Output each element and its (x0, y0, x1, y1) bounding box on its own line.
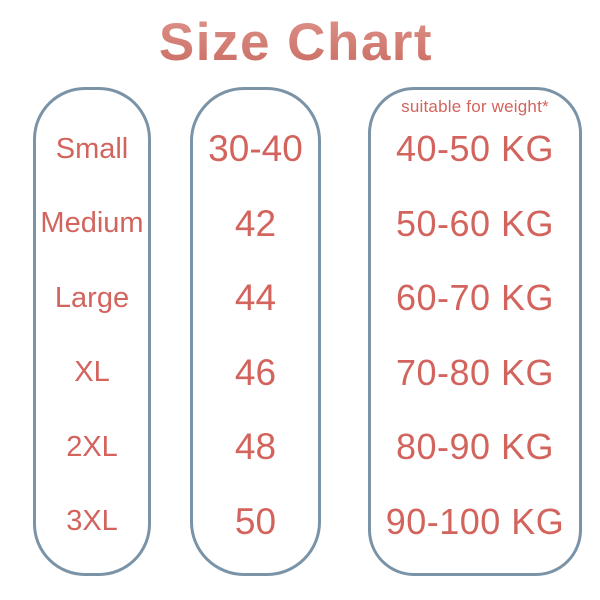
size-cell: 50-60 KG (395, 202, 555, 244)
size-cell: Large (54, 281, 130, 314)
size-cell: 3XL (66, 505, 118, 538)
size-cell: 48 (234, 426, 277, 468)
size-cell: 2XL (66, 430, 118, 463)
size-cell: 50 (234, 500, 277, 542)
size-cell: 90-100 KG (385, 500, 565, 542)
size-cell: 80-90 KG (395, 426, 555, 468)
page-title: Size Chart (0, 12, 592, 73)
size-cell: Medium (40, 207, 144, 240)
weight-column-header: suitable for weight* (401, 97, 549, 116)
size-cell: XL (74, 356, 110, 389)
size-cell: 60-70 KG (395, 277, 555, 319)
size-cell: 70-80 KG (395, 351, 555, 393)
size-cell: 44 (234, 277, 277, 319)
size-name-column: Small Medium Large XL 2XL 3XL (33, 87, 151, 576)
size-number-column: 30-40 42 44 46 48 50 (190, 87, 321, 576)
size-cell: 30-40 (208, 128, 303, 170)
size-cell: Small (55, 132, 129, 165)
size-cell: 42 (234, 202, 277, 244)
weight-column: suitable for weight* 40-50 KG 50-60 KG 60-… (368, 87, 582, 576)
size-cell: 46 (234, 351, 277, 393)
size-cell: 40-50 KG (395, 128, 555, 170)
